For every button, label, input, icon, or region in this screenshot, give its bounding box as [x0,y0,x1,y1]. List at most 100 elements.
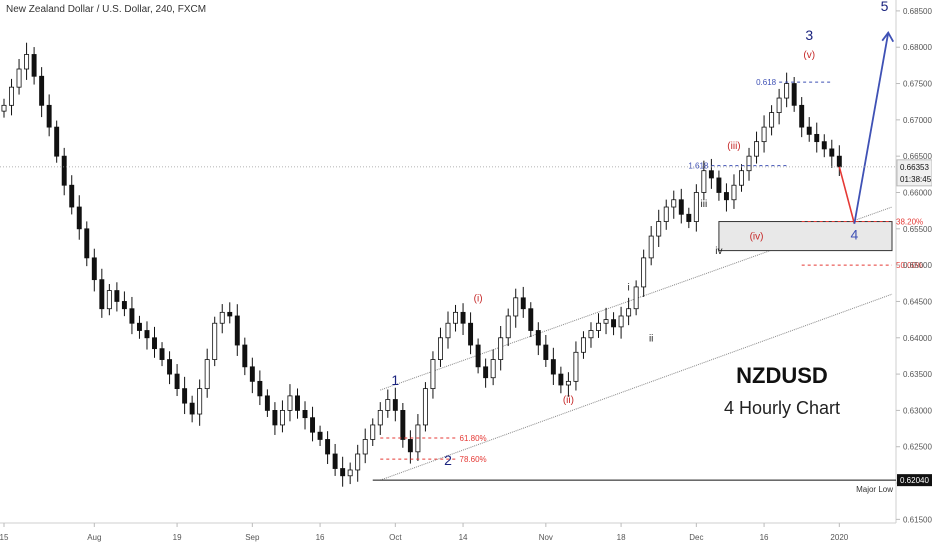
candle-body [99,279,105,310]
candle [483,358,489,388]
candle-body [332,453,338,469]
y-tick-label: 0.68000 [903,43,932,52]
candle [197,379,203,426]
candle-body [588,330,594,339]
wave-label: (ii) [563,395,574,406]
candle-body [799,104,805,128]
candle [498,326,504,371]
y-tick-label: 0.65000 [903,261,932,270]
wave-label: (iii) [727,141,740,152]
candle-body [580,337,586,353]
candle-body [264,395,270,411]
candle-body [204,359,210,390]
y-tick-label: 0.64500 [903,297,932,306]
candle [279,400,285,433]
candle-body [618,315,624,328]
candle-body [565,380,571,386]
candle-body [821,141,827,150]
candle [754,131,760,164]
x-tick-label: 2020 [830,533,848,542]
candle-body [543,344,549,360]
candle-body [76,206,82,230]
candle-body [197,388,203,415]
y-tick-label: 0.65500 [903,225,932,234]
candle-body [648,235,654,259]
candle [618,306,624,339]
candle-body [701,170,707,193]
candle [144,321,150,350]
candle [257,370,263,406]
candle-body [708,170,714,179]
wave-label: (iv) [750,232,764,243]
candle [152,326,157,358]
wave-label: 3 [805,27,813,43]
candle-body [106,290,112,310]
fib-label: 78.60% [460,455,487,464]
candle-body [257,380,263,397]
candle-body [520,297,526,310]
candle [1,98,7,118]
candle [543,335,549,367]
candle [791,76,797,112]
price-label: 0.66353 [900,163,929,172]
candle-body [603,319,609,324]
channel-lower [380,293,893,481]
candle [370,418,376,447]
candle-body [287,395,293,411]
candle [106,284,112,316]
candle-body [761,126,767,143]
candle-body [836,155,842,168]
candle-body [678,199,684,215]
candle [99,268,105,318]
candle [430,351,436,399]
candle-body [16,68,22,88]
candle-body [272,410,278,426]
candle [641,249,647,297]
candle-body [716,177,722,193]
candle [603,307,609,335]
candle-body [24,54,30,70]
y-tick-label: 0.66500 [903,152,932,161]
candle [317,425,323,447]
candle-body [438,337,443,360]
candle-body [347,469,353,477]
candle [287,384,293,422]
candle [776,88,782,125]
candle [648,226,654,266]
candle [347,462,353,485]
candle-body [9,86,14,106]
x-tick-label: Aug [87,533,101,542]
candle [821,134,827,158]
candle-body [325,439,331,455]
candle-body [460,311,466,324]
projection-wave5 [853,32,890,224]
candle [453,304,458,332]
candle [16,58,22,95]
candle [475,338,481,374]
candle-body [535,330,541,346]
candle-body [91,257,97,281]
candle [573,341,579,391]
candle [663,199,669,230]
wave-label: iv [715,246,722,257]
candle-body [746,155,752,172]
candle-body [633,286,639,310]
candle-body [234,315,240,346]
wave-label: ii [649,333,653,344]
candle [520,286,526,318]
candle [565,372,571,397]
price-tags: 0.62040 Major Low 0.66353 01:38:45 [0,159,932,494]
candle-body [159,348,165,360]
candle [580,331,586,359]
candle [234,304,240,356]
candle-body [189,402,195,415]
candle-body [370,424,376,440]
candle [814,122,820,153]
candle [295,388,300,419]
candle [61,147,67,196]
candle [76,195,82,240]
candle-body [641,257,647,288]
